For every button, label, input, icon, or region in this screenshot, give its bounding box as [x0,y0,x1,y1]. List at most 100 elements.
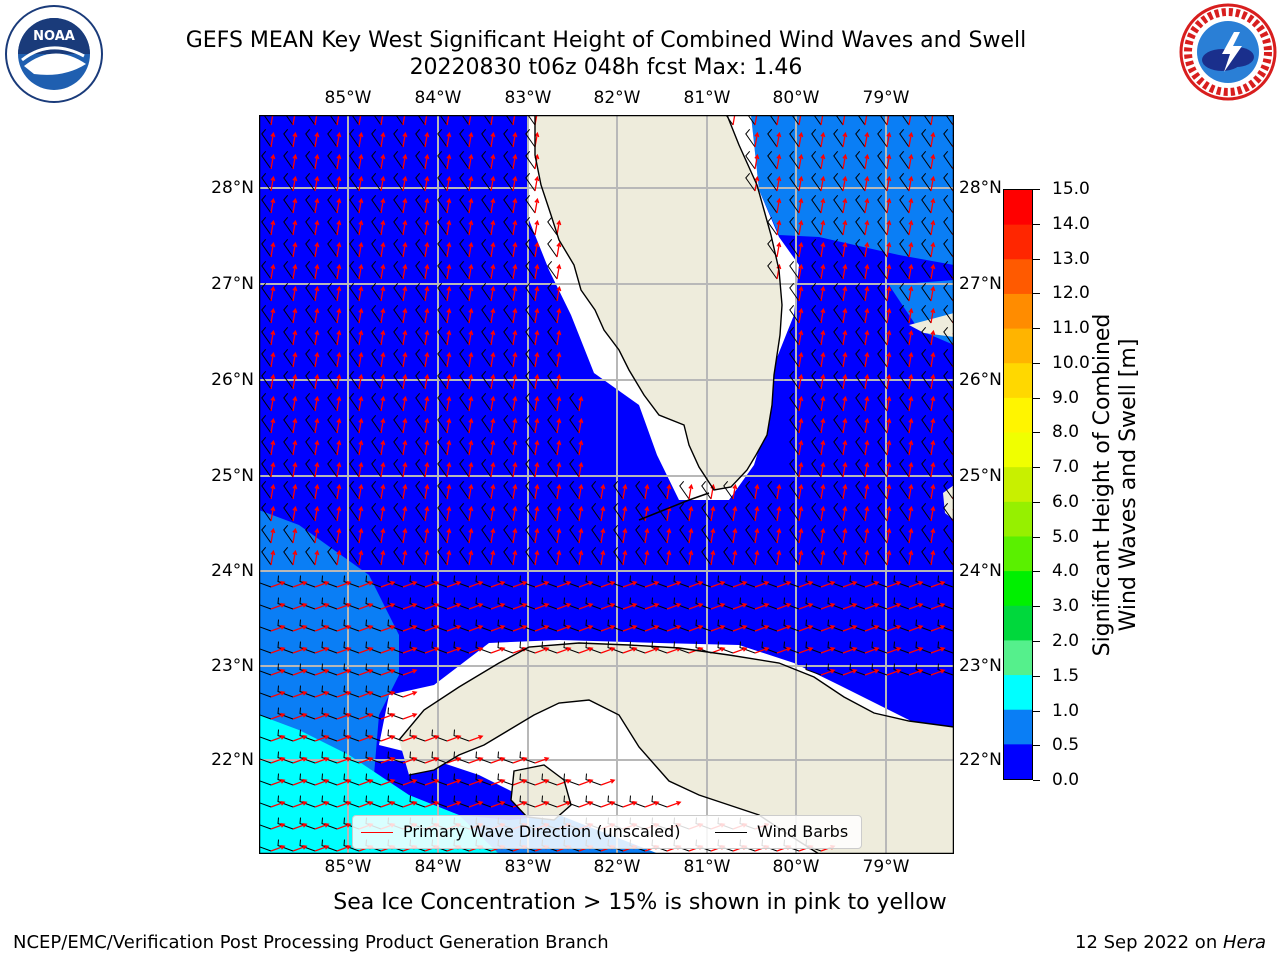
wave-direction-arrow [490,461,496,478]
wind-barb [833,194,844,214]
wave-direction-arrow [820,668,836,676]
wind-barb [811,150,822,170]
wave-height-map [258,114,955,855]
lat-label-left: 26°N [211,370,254,390]
wind-barb [283,458,294,478]
wind-barb [299,795,316,808]
wind-barb [899,326,910,346]
wave-direction-arrow [424,175,430,192]
wind-barb [503,348,514,368]
wind-barb [855,480,866,500]
wind-barb [453,575,470,588]
wind-barb [431,641,448,654]
wind-barb [811,524,822,544]
wave-direction-arrow [424,263,430,280]
wave-direction-arrow [798,329,804,346]
wave-direction-arrow [380,241,386,258]
wind-barb [805,575,822,588]
wind-barb [833,546,844,566]
wave-direction-arrow [798,505,804,522]
wind-barb [877,304,888,324]
wind-barb [503,436,514,456]
wave-direction-arrow [424,219,430,236]
wave-direction-arrow [556,241,562,258]
wind-barb [393,194,404,214]
wind-barb [937,597,954,610]
wind-barb [833,216,844,236]
wind-barb [519,641,536,654]
wind-barb [437,502,448,522]
wind-barb [387,641,404,654]
legend-swatch-wave [361,832,393,833]
wave-direction-arrow [292,307,298,324]
wind-barb [503,414,514,434]
wave-direction-arrow [270,263,276,280]
wave-direction-arrow [358,417,364,434]
wave-direction-arrow [424,131,430,148]
wave-direction-arrow [930,602,946,610]
wave-direction-arrow [644,646,660,654]
wind-barb [525,326,536,346]
wind-barb [283,370,294,390]
wave-direction-arrow [534,285,540,302]
wave-direction-arrow [512,505,518,522]
wave-direction-arrow [556,329,562,346]
wave-direction-arrow [446,263,452,280]
wind-barb [437,524,448,544]
wave-direction-arrow [314,668,330,676]
wave-direction-arrow [446,800,462,808]
wave-direction-arrow [270,602,286,610]
wave-direction-arrow [380,417,386,434]
wind-barb [833,260,844,280]
wind-barb [827,597,844,610]
wave-direction-arrow [468,527,474,544]
wind-barb [415,260,426,280]
colorbar-tick-mark [1033,710,1040,712]
wave-direction-arrow [534,351,540,368]
wind-barb [283,238,294,258]
wind-barb [923,115,932,126]
wave-direction-arrow [644,483,650,500]
wind-barb [437,150,448,170]
wave-direction-arrow [292,153,298,170]
wind-barb [261,238,272,258]
wave-direction-arrow [292,646,308,654]
wind-barb [547,370,558,390]
colorbar-tick-label: 9.0 [1052,387,1080,408]
wave-direction-arrow [886,153,892,170]
wave-direction-arrow [270,175,276,192]
wind-barb [349,150,360,170]
wind-barb [921,216,932,236]
wave-direction-arrow [908,329,914,346]
wind-barb [569,436,580,456]
colorbar-tick-mark [1033,640,1040,642]
wave-direction-arrow [468,483,474,500]
wave-direction-arrow [688,624,704,632]
wave-direction-arrow [512,197,518,214]
wave-direction-arrow [710,624,726,632]
colorbar-swatch [1004,571,1032,607]
wind-barb [349,370,360,390]
footer-host: Hera [1222,932,1266,953]
wave-direction-arrow [930,439,936,456]
wind-barb [899,502,910,522]
wave-direction-arrow [578,527,584,544]
wave-direction-arrow [710,505,716,522]
wind-barb [849,641,866,654]
wave-direction-arrow [490,395,496,412]
wave-direction-arrow [776,527,782,544]
wave-direction-arrow [292,115,297,126]
wind-barb [855,546,866,566]
wind-barb [855,370,866,390]
wave-direction-arrow [512,175,518,192]
wave-direction-arrow [732,527,738,544]
wind-barb [349,414,360,434]
wave-direction-arrow [468,241,474,258]
wind-barb [585,619,602,632]
wind-barb [833,480,844,500]
wave-direction-arrow [864,646,880,654]
wind-barb [343,773,360,786]
wave-direction-arrow [622,505,628,522]
wave-direction-arrow [820,461,826,478]
wave-direction-arrow [864,153,870,170]
